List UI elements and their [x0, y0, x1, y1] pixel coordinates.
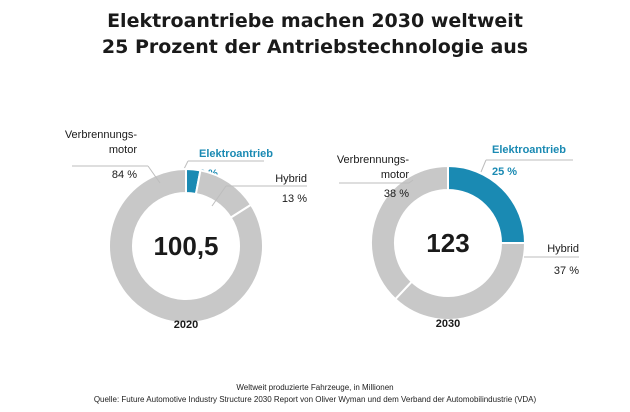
footer-source: Quelle: Future Automotive Industry Struc…: [93, 395, 537, 404]
segment-name-label: Hybrid: [547, 243, 579, 255]
segment-name-label: Elektroantrieb: [492, 144, 566, 156]
leader-line-2030-0: [480, 159, 487, 173]
leader-line-2030-2: [408, 179, 414, 184]
segment-value-label: 25 %: [492, 166, 517, 178]
chart-title-line2: 25 Prozent der Antriebstechnologie aus: [101, 36, 529, 58]
chart-title-line1: Elektroantriebe machen 2030 weltweit: [107, 10, 523, 32]
donut-center-total: 123: [426, 228, 469, 258]
footer-note: Weltweit produzierte Fahrzeuge, in Milli…: [236, 383, 394, 392]
segment-name-label: Verbrennungs-motor: [65, 129, 138, 156]
segment-value-label: 13 %: [282, 193, 307, 205]
segment-value-label: 38 %: [384, 188, 409, 200]
donut-slice-2020-2: [108, 167, 264, 324]
segment-name-label: Verbrennungs-motor: [337, 154, 410, 181]
leader-line-2020-2: [147, 165, 161, 184]
chart-year-label: 2030: [436, 318, 460, 330]
segment-value-label: 84 %: [112, 169, 137, 181]
segment-name-label: Elektroantrieb: [199, 148, 273, 160]
chart-year-label: 2020: [174, 319, 198, 331]
donut-slice-2030-2: [370, 164, 449, 301]
donut-center-total: 100,5: [153, 231, 218, 261]
leader-line-2020-1: [211, 185, 227, 207]
segment-name-label: Hybrid: [275, 173, 307, 185]
segment-value-label: 37 %: [554, 265, 579, 277]
